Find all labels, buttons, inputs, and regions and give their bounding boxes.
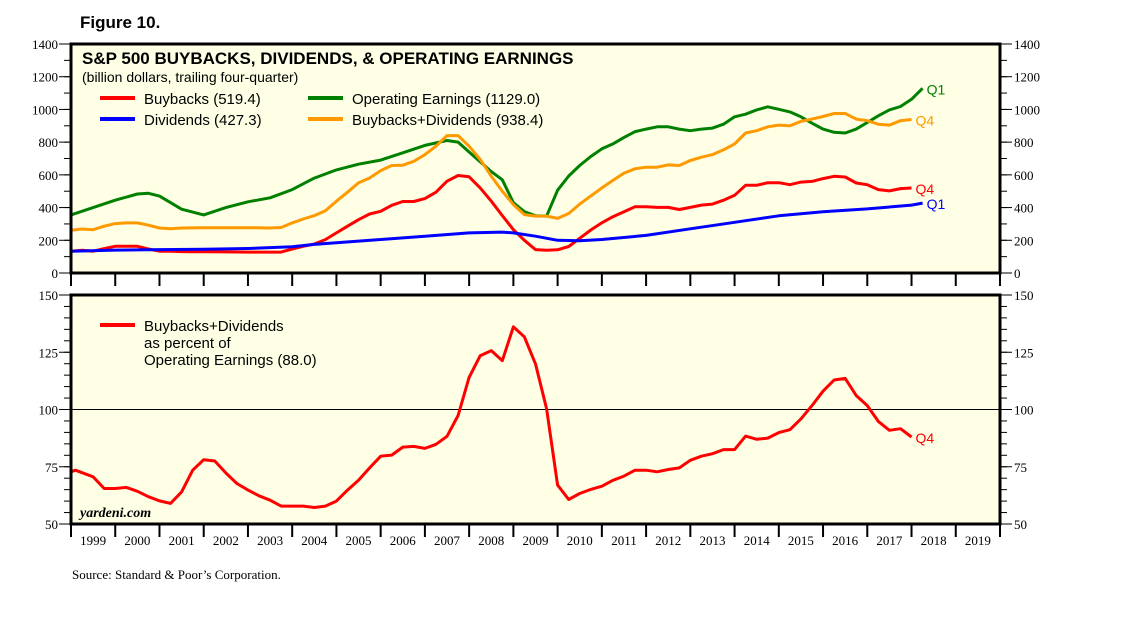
y-tick-label-left: 200	[39, 233, 59, 248]
y-tick-label-left: 1200	[32, 70, 58, 85]
x-tick-label: 2008	[478, 533, 504, 548]
y-tick-label-left: 400	[39, 201, 59, 216]
y-tick-label-right: 1000	[1014, 102, 1040, 117]
x-tick-label: 2002	[213, 533, 239, 548]
x-tick-label: 1999	[80, 533, 106, 548]
legend-label-line: Operating Earnings (88.0)	[144, 352, 317, 369]
x-tick-label: 2007	[434, 533, 461, 548]
series-end-label: Q4	[916, 430, 935, 446]
legend-label: Operating Earnings (1129.0)	[352, 91, 540, 108]
x-tick-label: 2011	[611, 533, 637, 548]
y-tick-label-left: 0	[52, 266, 59, 281]
watermark: yardeni.com	[78, 506, 151, 521]
x-tick-label: 2006	[390, 533, 417, 548]
series-line-3	[70, 112, 912, 232]
y-tick-label-left: 100	[39, 403, 59, 418]
legend-label: Dividends (427.3)	[144, 112, 262, 129]
series-end-label: Q4	[916, 181, 935, 197]
y-tick-label-right: 800	[1014, 135, 1034, 150]
x-tick-label: 2001	[169, 533, 195, 548]
plot-frame	[69, 293, 1002, 526]
x-tick-label: 2009	[523, 533, 549, 548]
series-line-0	[70, 174, 912, 254]
series-line-1	[70, 201, 923, 253]
x-tick-label: 2017	[876, 533, 903, 548]
chart-title: S&P 500 BUYBACKS, DIVIDENDS, & OPERATING…	[82, 49, 574, 68]
series-line-0	[70, 325, 913, 509]
x-tick-label: 2014	[744, 533, 771, 548]
y-tick-label-right: 50	[1014, 517, 1027, 532]
x-tick-label: 2004	[301, 533, 328, 548]
chart-subtitle: (billion dollars, trailing four-quarter)	[82, 69, 298, 85]
plot-frame	[69, 42, 1002, 275]
y-tick-label-left: 125	[39, 345, 59, 360]
series-end-label: Q1	[927, 81, 946, 97]
series-line-2	[70, 87, 924, 218]
legend-label: Buybacks (519.4)	[144, 91, 261, 108]
source-note: Source: Standard & Poor’s Corporation.	[72, 567, 281, 582]
series-end-label: Q4	[916, 113, 935, 129]
bottom-panel: 50 50 75 75 100 100 125 125 150 150 Q4 Buybacks+Div…	[39, 288, 1034, 548]
y-tick-label-left: 150	[39, 288, 59, 303]
x-tick-label: 2000	[124, 533, 150, 548]
y-tick-label-left: 1000	[32, 102, 58, 117]
x-tick-label: 2019	[965, 533, 991, 548]
y-tick-label-right: 1400	[1014, 37, 1040, 52]
figure-label: Figure 10.	[80, 13, 160, 32]
y-tick-label-right: 150	[1014, 288, 1034, 303]
y-tick-label-right: 600	[1014, 168, 1034, 183]
x-tick-label: 2003	[257, 533, 283, 548]
x-tick-label: 2012	[655, 533, 681, 548]
x-tick-label: 2015	[788, 533, 814, 548]
legend-label-line: Buybacks+Dividends	[144, 318, 284, 335]
y-tick-label-left: 800	[39, 135, 59, 150]
y-tick-label-left: 50	[45, 517, 58, 532]
y-tick-label-right: 0	[1014, 266, 1021, 281]
x-tick-label: 2013	[699, 533, 725, 548]
x-tick-label: 2010	[567, 533, 593, 548]
y-tick-label-left: 75	[45, 460, 58, 475]
y-tick-label-left: 1400	[32, 37, 58, 52]
y-tick-label-left: 600	[39, 168, 59, 183]
y-tick-label-right: 200	[1014, 233, 1034, 248]
legend-label: Buybacks+Dividends (938.4)	[352, 112, 543, 129]
y-tick-label-right: 1200	[1014, 70, 1040, 85]
legend-label-line: as percent of	[144, 335, 232, 352]
y-tick-label-right: 125	[1014, 345, 1034, 360]
y-tick-label-right: 75	[1014, 460, 1027, 475]
y-tick-label-right: 100	[1014, 403, 1034, 418]
x-tick-label: 2016	[832, 533, 859, 548]
top-panel: 0 0 200 200 400 400 600 600 800 800 1000 1000 1200 12…	[32, 37, 1040, 286]
x-tick-label: 2018	[921, 533, 947, 548]
y-tick-label-right: 400	[1014, 201, 1034, 216]
x-tick-label: 2005	[346, 533, 372, 548]
series-end-label: Q1	[927, 196, 946, 212]
